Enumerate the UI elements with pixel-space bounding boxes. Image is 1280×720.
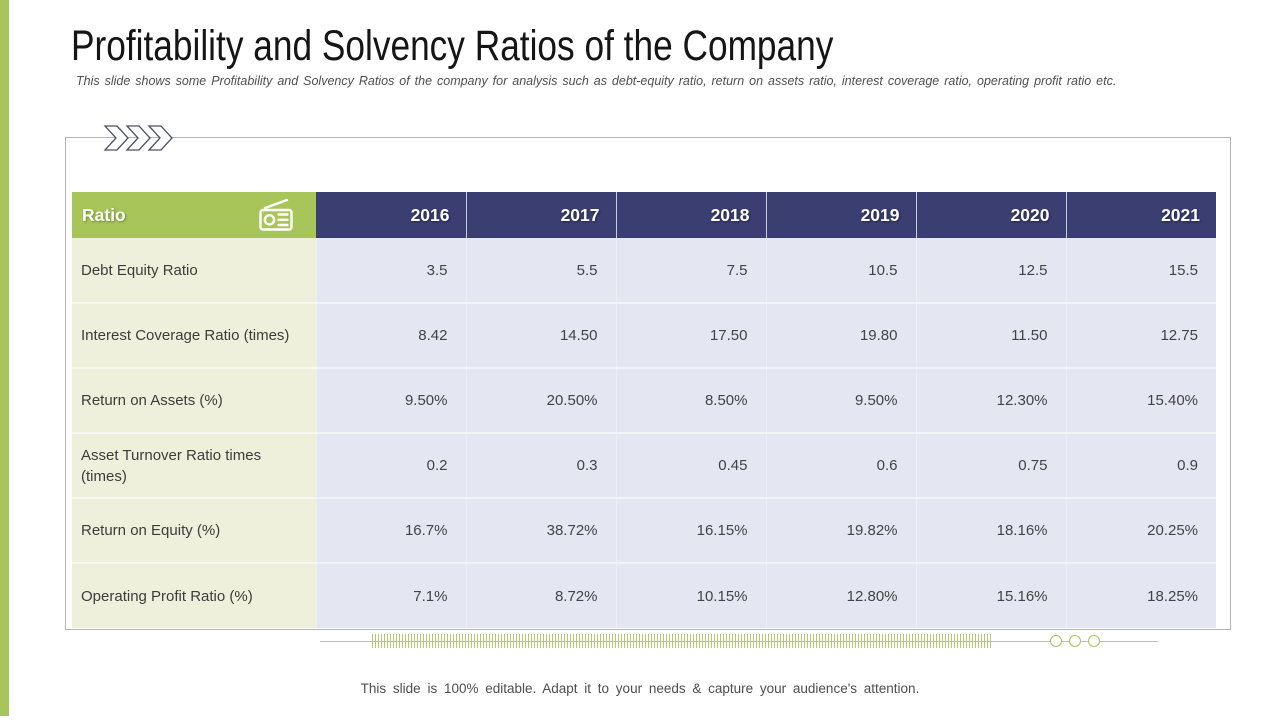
- value-2017: 8.72%: [465, 563, 616, 628]
- value-2018: 17.50: [615, 303, 766, 369]
- year-header-2020: 2020: [915, 192, 1066, 238]
- value-2017: 5.5: [465, 238, 616, 304]
- value-2019: 0.6: [765, 433, 916, 499]
- year-header-2016: 2016: [316, 192, 466, 238]
- year-header-2017: 2017: [465, 192, 616, 238]
- row-label: Asset Turnover Ratio times (times): [72, 433, 316, 499]
- value-2020: 18.16%: [915, 498, 1066, 564]
- year-header-2018: 2018: [615, 192, 766, 238]
- table-row: Asset Turnover Ratio times (times) 0.2 0.3…: [72, 433, 1216, 499]
- row-label: Operating Profit Ratio (%): [72, 563, 316, 628]
- radio-icon: [259, 198, 293, 231]
- value-2017: 20.50%: [465, 368, 616, 434]
- row-label: Debt Equity Ratio: [72, 238, 316, 304]
- value-2019: 12.80%: [765, 563, 916, 628]
- value-2020: 11.50: [915, 303, 1066, 369]
- row-label: Return on Assets (%): [72, 368, 316, 434]
- value-2016: 0.2: [315, 433, 466, 499]
- slide-subtitle: This slide shows some Profitability and …: [76, 74, 1117, 88]
- table-body: Debt Equity Ratio 3.5 5.5 7.5 10.5 12.5 15.5 In…: [72, 238, 1216, 628]
- ratio-header-label: Ratio: [82, 204, 126, 225]
- year-header-2021: 2021: [1065, 192, 1216, 238]
- value-2018: 10.15%: [615, 563, 766, 628]
- row-label: Interest Coverage Ratio (times): [72, 303, 316, 369]
- decorative-circle: [1069, 635, 1081, 647]
- decorative-circle: [1088, 635, 1100, 647]
- value-2016: 9.50%: [315, 368, 466, 434]
- value-2019: 19.80: [765, 303, 916, 369]
- page-title-text: Profitability and Solvency Ratios of the…: [71, 22, 834, 70]
- value-2019: 9.50%: [765, 368, 916, 434]
- value-2016: 7.1%: [315, 563, 466, 628]
- content-panel: Ratio 2016 2017 2018 2019 2: [65, 125, 1231, 630]
- table-header: Ratio 2016 2017 2018 2019 2: [72, 192, 1216, 238]
- value-2017: 0.3: [465, 433, 616, 499]
- value-2019: 10.5: [765, 238, 916, 304]
- value-2021: 12.75: [1065, 303, 1216, 369]
- header-row: Ratio 2016 2017 2018 2019 2: [72, 192, 1216, 238]
- row-label: Return on Equity (%): [72, 498, 316, 564]
- value-2021: 0.9: [1065, 433, 1216, 499]
- table-row: Return on Assets (%) 9.50% 20.50% 8.50% 9.50…: [72, 368, 1216, 434]
- value-2021: 15.40%: [1065, 368, 1216, 434]
- value-2020: 0.75: [915, 433, 1066, 499]
- ratios-table: Ratio 2016 2017 2018 2019 2: [72, 192, 1216, 628]
- value-2020: 12.5: [915, 238, 1066, 304]
- left-accent-bar: [0, 0, 9, 716]
- chevron-arrows-icon: [103, 125, 173, 151]
- value-2017: 14.50: [465, 303, 616, 369]
- value-2020: 12.30%: [915, 368, 1066, 434]
- value-2016: 8.42: [315, 303, 466, 369]
- table-row: Return on Equity (%) 16.7% 38.72% 16.15% 19.…: [72, 498, 1216, 564]
- value-2018: 8.50%: [615, 368, 766, 434]
- value-2021: 18.25%: [1065, 563, 1216, 628]
- year-header-2019: 2019: [765, 192, 916, 238]
- table-row: Debt Equity Ratio 3.5 5.5 7.5 10.5 12.5 15.5: [72, 238, 1216, 304]
- value-2018: 0.45: [615, 433, 766, 499]
- table-row: Operating Profit Ratio (%) 7.1% 8.72% 10.15…: [72, 563, 1216, 628]
- value-2021: 15.5: [1065, 238, 1216, 304]
- ratio-header-cell: Ratio: [72, 192, 316, 238]
- value-2017: 38.72%: [465, 498, 616, 564]
- footer-note: This slide is 100% editable. Adapt it to…: [360, 681, 920, 696]
- value-2019: 19.82%: [765, 498, 916, 564]
- table-row: Interest Coverage Ratio (times) 8.42 14.50…: [72, 303, 1216, 369]
- ruler-ticks-decoration: [372, 634, 993, 648]
- value-2018: 16.15%: [615, 498, 766, 564]
- value-2020: 15.16%: [915, 563, 1066, 628]
- page-title: Profitability and Solvency Ratios of the…: [71, 22, 1001, 71]
- value-2016: 3.5: [315, 238, 466, 304]
- value-2018: 7.5: [615, 238, 766, 304]
- value-2021: 20.25%: [1065, 498, 1216, 564]
- decorative-circle: [1050, 635, 1062, 647]
- value-2016: 16.7%: [315, 498, 466, 564]
